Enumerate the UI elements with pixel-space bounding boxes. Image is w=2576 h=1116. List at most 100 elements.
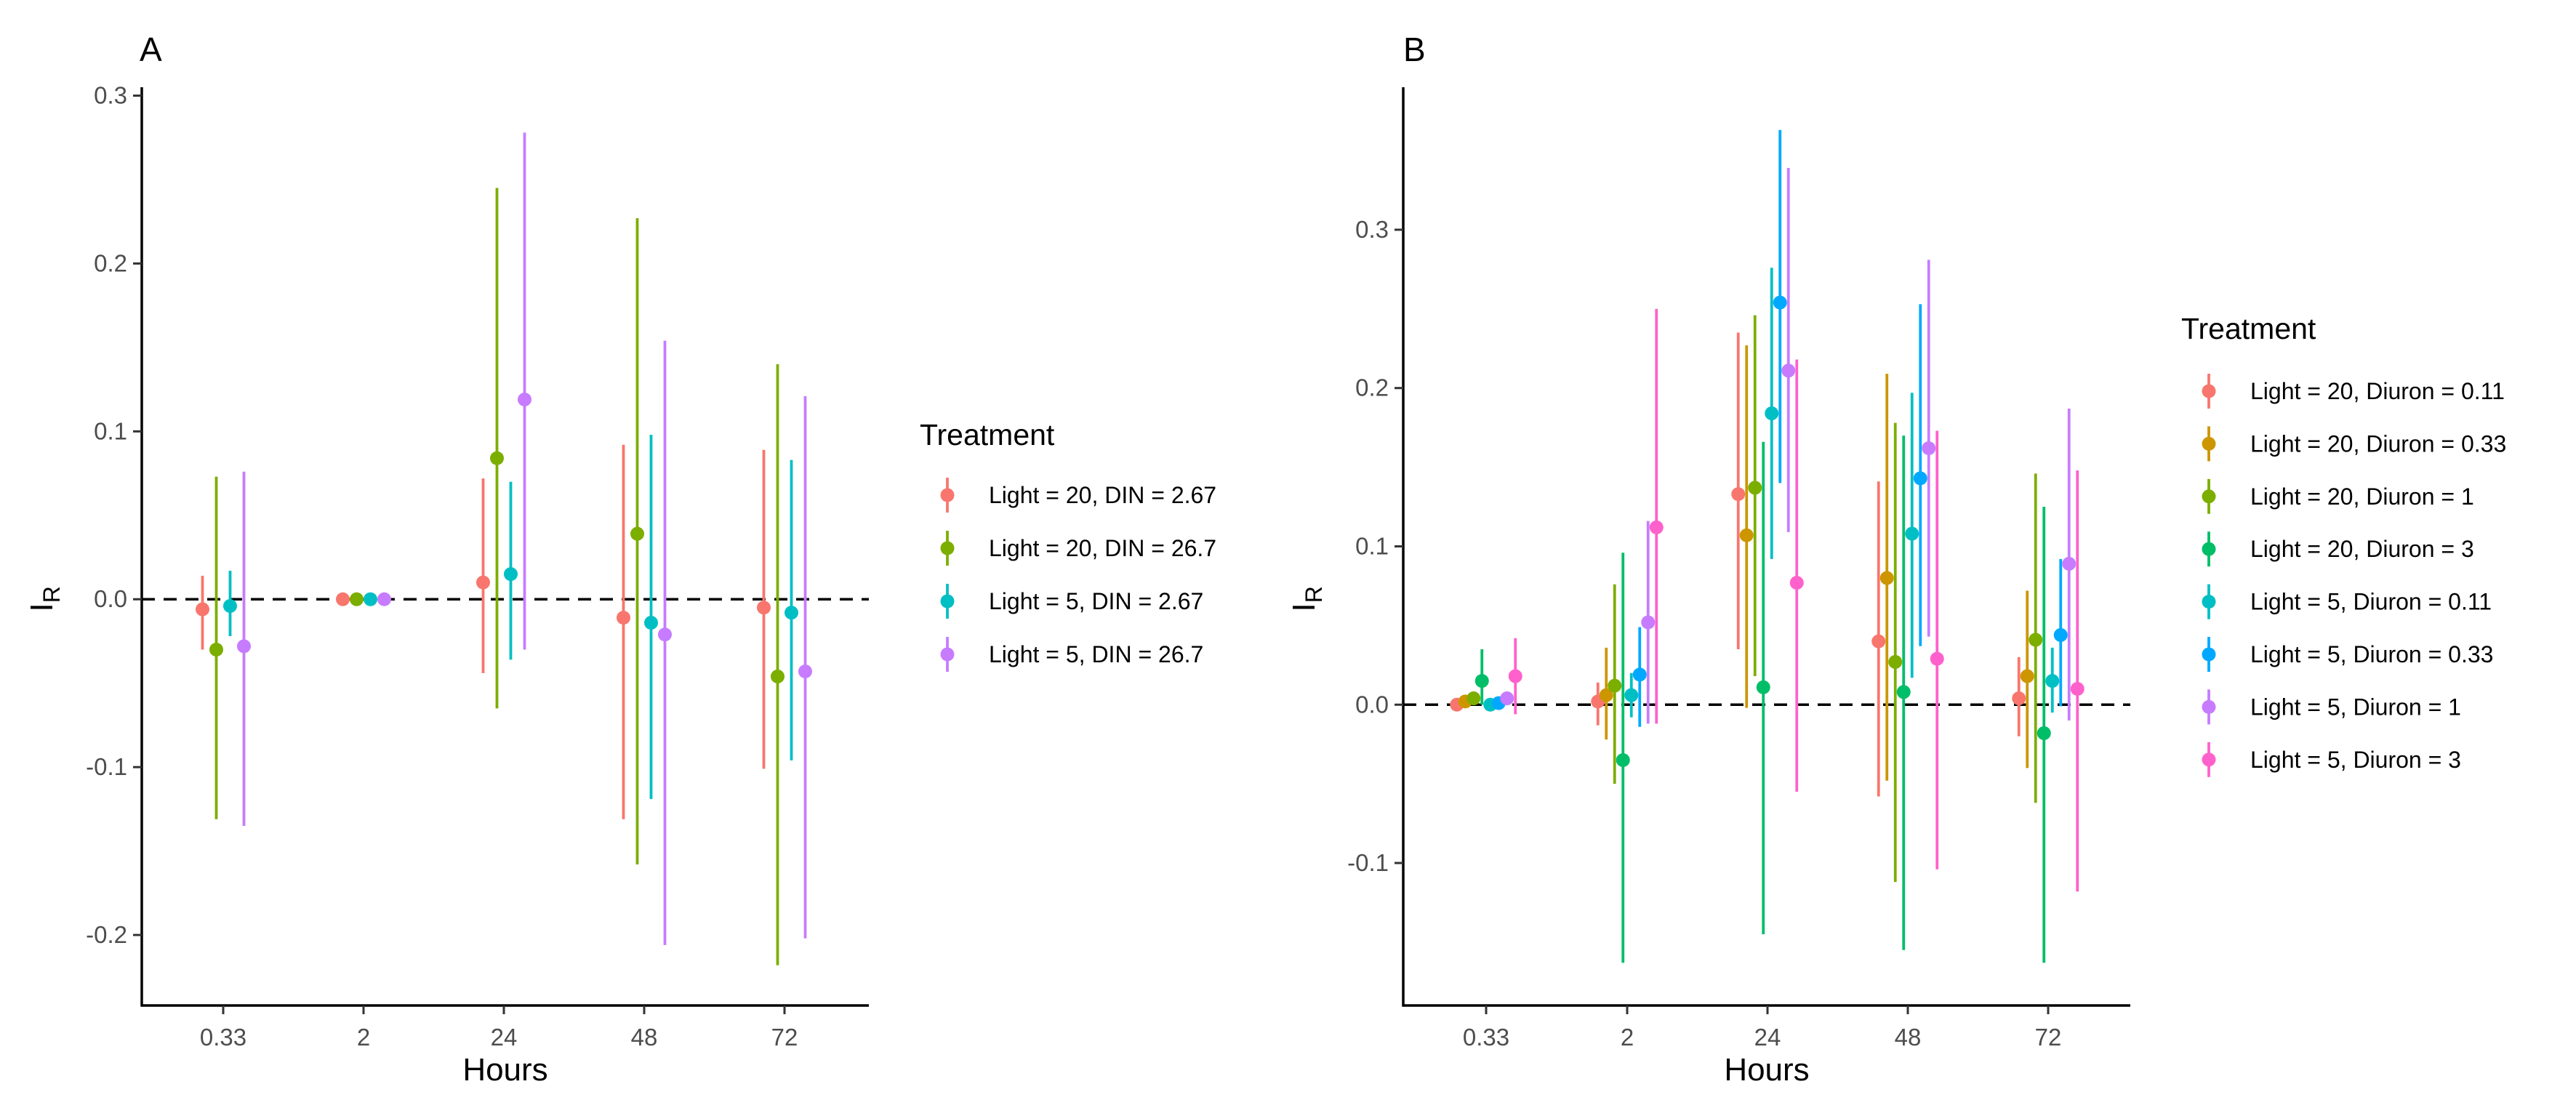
data-marks: [196, 132, 812, 966]
legend-title: Treatment: [920, 418, 1055, 451]
x-tick-label: 2: [357, 1024, 370, 1051]
data-point: [757, 601, 771, 615]
y-tick-label: 0.0: [94, 585, 127, 612]
x-tick-label: 72: [2035, 1024, 2062, 1051]
y-tick-label: -0.2: [86, 921, 127, 948]
x-tick-label: 48: [1895, 1024, 1922, 1051]
x-axis-title: Hours: [1724, 1052, 1809, 1088]
data-point: [1765, 406, 1779, 421]
data-point: [1789, 576, 1804, 590]
series-4: [237, 132, 812, 945]
data-point: [1474, 674, 1489, 689]
data-point: [2012, 691, 2026, 706]
data-point: [364, 592, 377, 606]
x-tick-label: 2: [1621, 1024, 1634, 1051]
legend-key-point: [940, 647, 955, 662]
panel-b: B 0.3 0.2 0.1 0.0 -0.1 0.33 2 24 48 72 Hours IR Treat…: [1286, 31, 2506, 1088]
legend: Treatment Light = 20, DIN = 2.67 Light = 2…: [920, 418, 1216, 672]
y-axis-title-main: I: [24, 603, 60, 611]
data-point: [1748, 481, 1762, 495]
legend-key-point: [2202, 436, 2216, 451]
y-tick-label: -0.1: [1347, 849, 1389, 876]
data-point: [196, 602, 209, 617]
data-point: [658, 627, 672, 642]
data-point: [1781, 364, 1796, 378]
series-3: [223, 434, 798, 799]
data-point: [2045, 674, 2060, 689]
data-point: [1624, 688, 1639, 702]
data-point: [644, 616, 658, 630]
series-1: [1450, 332, 2026, 797]
data-point: [1500, 691, 1514, 706]
data-point: [1599, 688, 1613, 702]
data-point: [1773, 295, 1787, 310]
x-tick-label: 0.33: [1463, 1024, 1509, 1051]
series-7: [1500, 168, 2077, 724]
series-6: [1491, 129, 2068, 727]
data-point: [1608, 678, 1622, 693]
x-tick-label: 24: [491, 1024, 518, 1051]
data-point: [2062, 556, 2077, 571]
y-axis-title: IR: [24, 586, 65, 611]
data-point: [1508, 669, 1522, 683]
data-point: [518, 392, 531, 406]
data-point: [1879, 571, 1894, 585]
legend-entry-label: Light = 20, DIN = 26.7: [989, 535, 1216, 561]
y-axis-title: IR: [1286, 586, 1327, 611]
legend-key-point: [2202, 752, 2216, 767]
x-tick-label: 24: [1754, 1024, 1781, 1051]
data-point: [1756, 680, 1770, 694]
y-tick-label: -0.1: [86, 753, 127, 780]
legend-key-point: [2202, 542, 2216, 556]
data-point: [1922, 441, 1936, 455]
data-point: [1905, 526, 1919, 541]
x-axis-title: Hours: [462, 1052, 547, 1088]
legend-entry-label: Light = 5, Diuron = 1: [2250, 694, 2461, 720]
data-point: [504, 567, 518, 582]
panel-tag: A: [140, 31, 162, 68]
data-point: [1641, 615, 1656, 630]
y-tick-label: 0.1: [94, 417, 127, 444]
panel-a: A 0.3 0.2 0.1 0.0 -0.1 -0.2 0.33 2 24 48 72 Hours IR T…: [24, 31, 1216, 1088]
x-tick-label: 48: [631, 1024, 658, 1051]
data-point: [237, 639, 251, 654]
data-point: [1871, 634, 1886, 649]
data-point: [1739, 528, 1754, 542]
data-point: [1616, 752, 1630, 767]
data-point: [1896, 685, 1911, 699]
data-point: [476, 575, 490, 590]
x-tick-label: 0.33: [200, 1024, 246, 1051]
data-marks: [1450, 129, 2085, 963]
legend-title: Treatment: [2181, 312, 2316, 345]
legend-entry-label: Light = 20, Diuron = 3: [2250, 536, 2474, 562]
data-point: [2037, 726, 2051, 740]
data-point: [377, 592, 391, 606]
data-point: [350, 592, 364, 606]
data-point: [490, 451, 504, 465]
data-point: [630, 526, 644, 541]
data-point: [2029, 633, 2043, 647]
series-1: [196, 444, 771, 819]
series-2: [209, 188, 785, 966]
x-tick-label: 72: [771, 1024, 798, 1051]
y-axis-title-subscript: R: [1301, 586, 1327, 603]
y-tick-label: 0.0: [1355, 691, 1389, 718]
legend-key-point: [940, 541, 955, 555]
legend-entry-label: Light = 20, Diuron = 0.33: [2250, 430, 2506, 457]
y-axis-title-main: I: [1286, 603, 1322, 611]
data-point: [2053, 627, 2068, 642]
series-3: [1466, 315, 2043, 883]
data-point: [1632, 667, 1647, 682]
legend-key-point: [940, 594, 955, 609]
legend-key-point: [940, 488, 955, 502]
panel-tag: B: [1403, 31, 1426, 68]
data-point: [223, 598, 237, 613]
y-tick-label: 0.3: [94, 82, 127, 109]
y-tick-label: 0.2: [1355, 374, 1389, 401]
legend-entry-label: Light = 5, Diuron = 0.11: [2250, 589, 2492, 615]
data-point: [1930, 651, 1944, 666]
legend: Treatment Light = 20, Diuron = 0.11 Light …: [2181, 312, 2506, 777]
legend-entry-label: Light = 5, DIN = 2.67: [989, 588, 1203, 614]
data-point: [798, 665, 812, 679]
series-4: [1474, 435, 2051, 963]
